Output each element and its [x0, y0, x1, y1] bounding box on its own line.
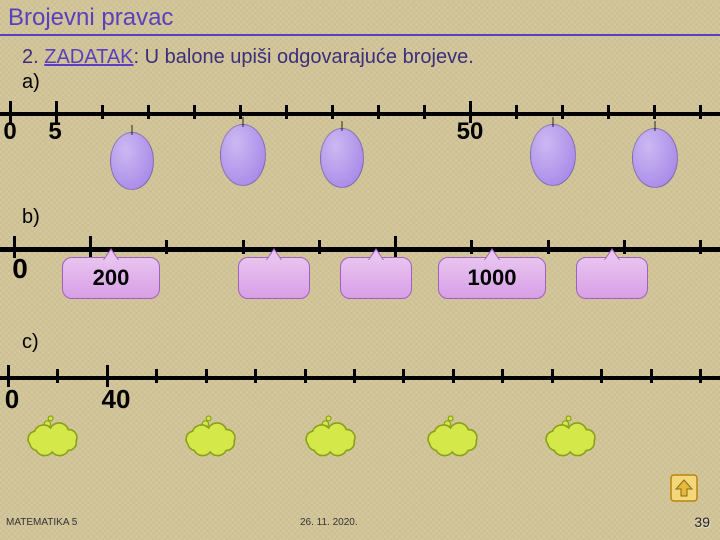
speech-bubble[interactable]: 200 — [62, 257, 160, 299]
tick — [304, 369, 307, 383]
tick — [56, 369, 59, 383]
tick — [155, 369, 158, 383]
tick — [452, 369, 455, 383]
speech-bubble[interactable] — [340, 257, 412, 299]
axis-label: 40 — [102, 384, 131, 415]
tick — [547, 240, 550, 254]
tick — [561, 105, 564, 119]
tick — [699, 105, 702, 119]
speech-bubble[interactable]: 1000 — [438, 257, 546, 299]
page-title: Brojevni pravac — [0, 0, 720, 36]
axis-label: 0 — [12, 253, 28, 285]
task-rest: : U balone upiši odgovarajuće brojeve. — [134, 46, 474, 68]
tick — [650, 369, 653, 383]
footer-page: 39 — [694, 514, 710, 530]
tick — [607, 105, 610, 119]
tick — [285, 105, 288, 119]
tick — [101, 105, 104, 119]
tick — [653, 105, 656, 119]
footer-left: MATEMATIKA 5 — [6, 517, 77, 528]
sub-c-label: c) — [0, 329, 720, 354]
task-number: 2. — [22, 46, 39, 68]
thought-cloud[interactable] — [12, 412, 94, 460]
footer-date: 26. 11. 2020. — [300, 517, 358, 528]
balloon[interactable] — [632, 128, 678, 188]
numberline-a: 0 5 50 — [0, 94, 720, 204]
home-button[interactable] — [670, 474, 698, 502]
balloon[interactable] — [530, 124, 576, 186]
speech-bubble[interactable] — [576, 257, 648, 299]
numberline-b: 0 200 1000 — [0, 229, 720, 329]
tick — [501, 369, 504, 383]
tick — [623, 240, 626, 254]
balloon[interactable] — [110, 132, 154, 190]
arrow-up-icon — [670, 474, 698, 502]
balloon[interactable] — [320, 128, 364, 188]
task-line: 2. ZADATAK: U balone upiši odgovarajuće … — [0, 36, 720, 69]
tick — [205, 369, 208, 383]
tick — [147, 105, 150, 119]
tick — [470, 240, 473, 254]
tick — [242, 240, 245, 254]
axis-label: 50 — [457, 118, 484, 146]
tick — [515, 105, 518, 119]
axis-label: 0 — [3, 118, 16, 146]
tick — [193, 105, 196, 119]
tick — [402, 369, 405, 383]
tick — [89, 236, 92, 258]
balloon[interactable] — [220, 124, 266, 186]
sub-b-label: b) — [0, 204, 720, 229]
title-text: Brojevni pravac — [8, 4, 173, 31]
thought-cloud[interactable] — [170, 412, 252, 460]
tick — [551, 369, 554, 383]
tick — [394, 236, 397, 258]
sub-a-label: a) — [0, 69, 720, 94]
task-label: ZADATAK — [44, 46, 133, 68]
tick — [699, 240, 702, 254]
numberline-c: 0 40 — [0, 354, 720, 474]
thought-cloud[interactable] — [412, 412, 494, 460]
axis-label: 0 — [5, 384, 19, 415]
tick — [377, 105, 380, 119]
tick — [600, 369, 603, 383]
tick — [331, 105, 334, 119]
speech-bubble[interactable] — [238, 257, 310, 299]
tick — [254, 369, 257, 383]
axis-label: 5 — [48, 118, 61, 146]
tick — [318, 240, 321, 254]
tick — [165, 240, 168, 254]
thought-cloud[interactable] — [530, 412, 612, 460]
tick — [353, 369, 356, 383]
tick — [699, 369, 702, 383]
tick — [423, 105, 426, 119]
thought-cloud[interactable] — [290, 412, 372, 460]
